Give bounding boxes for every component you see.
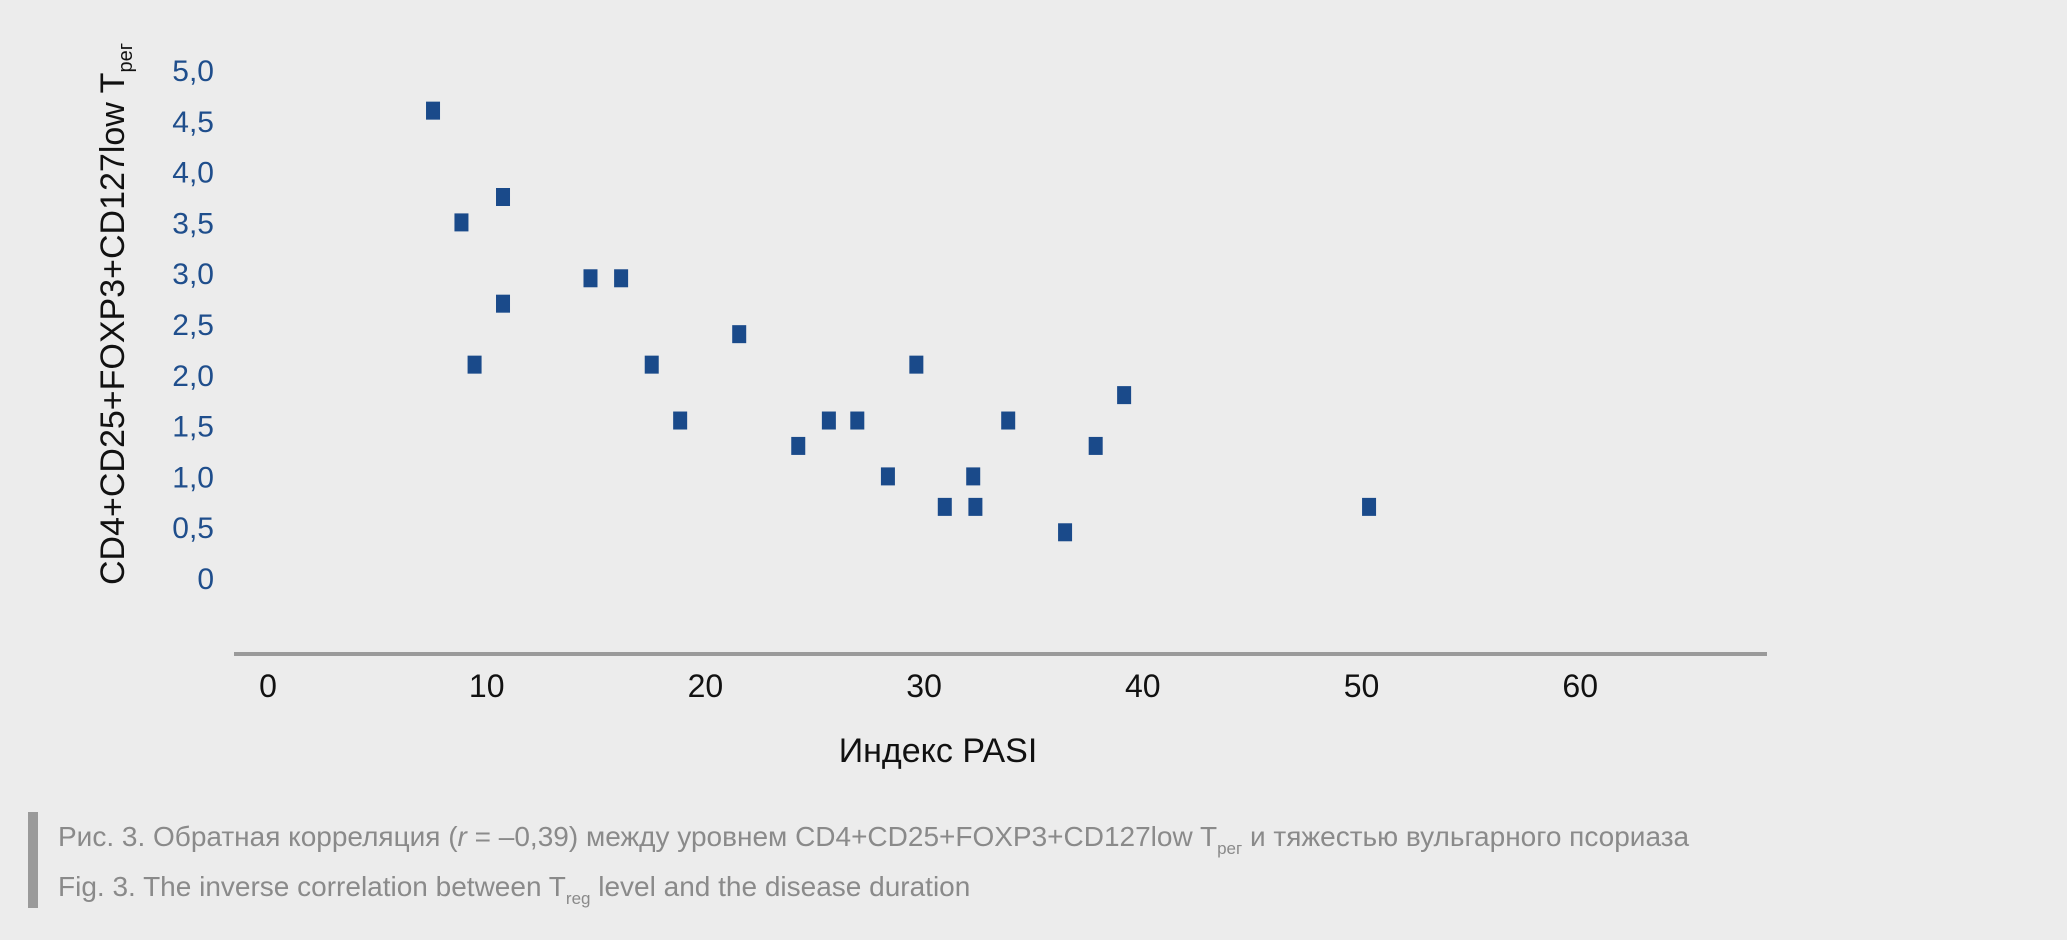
figure-caption: Рис. 3. Обратная корреляция (r = –0,39) … xyxy=(28,812,1858,908)
y-axis-title-sub: рег xyxy=(115,43,137,73)
caption-ru: Рис. 3. Обратная корреляция (r = –0,39) … xyxy=(58,812,1858,862)
y-tick-label: 1,0 xyxy=(172,461,214,494)
scatter-points xyxy=(426,101,1377,542)
data-point xyxy=(496,294,511,313)
caption-ru-part: Рис. 3. Обратная корреляция ( xyxy=(58,821,458,852)
caption-en-sub: reg xyxy=(565,889,591,908)
caption-en-part: Fig. 3. The inverse correlation between … xyxy=(58,871,566,902)
data-point xyxy=(880,467,895,486)
y-axis-ticks: 0 0,5 1,0 1,5 2,0 2,5 3,0 3,5 4,0 4,5 5,0 xyxy=(172,55,214,596)
data-point xyxy=(496,188,511,206)
data-point xyxy=(937,497,952,516)
y-tick-label: 3,0 xyxy=(172,258,214,291)
y-tick-label: 2,5 xyxy=(172,309,214,342)
caption-ru-part: и тяжестью вульгарного псориаза xyxy=(1242,821,1690,852)
caption-en: Fig. 3. The inverse correlation between … xyxy=(58,862,1858,912)
data-point xyxy=(1088,436,1103,455)
data-point xyxy=(821,411,836,430)
y-tick-label: 3,5 xyxy=(172,207,214,240)
x-axis-ticks: 0 10 20 30 40 50 60 xyxy=(259,668,1598,704)
x-tick-label: 10 xyxy=(469,668,505,704)
data-point xyxy=(1058,523,1073,542)
data-point xyxy=(1362,497,1377,516)
data-point xyxy=(614,269,629,288)
caption-ru-part: = –0,39) между уровнем CD4+CD25+FOXP3+CD… xyxy=(466,821,1218,852)
data-point xyxy=(426,101,441,120)
y-tick-label: 4,0 xyxy=(172,157,214,190)
data-point xyxy=(850,411,865,430)
data-point xyxy=(467,355,482,374)
x-tick-label: 30 xyxy=(906,668,942,704)
data-point xyxy=(732,325,747,344)
x-tick-label: 20 xyxy=(688,668,724,704)
caption-en-part: level and the disease duration xyxy=(590,871,971,902)
y-tick-label: 0,5 xyxy=(172,512,214,545)
x-tick-label: 40 xyxy=(1125,668,1161,704)
y-axis-title-main: CD4+CD25+FOXP3+CD127low T xyxy=(94,73,132,585)
data-point xyxy=(583,269,598,288)
x-axis-title: Индекс PASI xyxy=(839,732,1038,770)
data-point xyxy=(644,355,659,374)
caption-ru-r: r xyxy=(457,821,467,852)
data-point xyxy=(1001,411,1016,430)
x-tick-label: 0 xyxy=(259,668,277,704)
scatter-chart: 0 0,5 1,0 1,5 2,0 2,5 3,0 3,5 4,0 4,5 5,0 CD4+CD25… xyxy=(94,43,1767,770)
data-point xyxy=(968,497,983,516)
data-point xyxy=(909,355,924,374)
x-tick-label: 50 xyxy=(1344,668,1380,704)
y-tick-label: 4,5 xyxy=(172,106,214,139)
y-tick-label: 5,0 xyxy=(172,55,214,88)
y-tick-label: 2,0 xyxy=(172,360,214,393)
caption-ru-sub: рег xyxy=(1217,839,1243,858)
data-point xyxy=(791,436,806,455)
y-tick-label: 0 xyxy=(197,563,214,596)
data-point xyxy=(1117,386,1132,405)
y-axis-title: CD4+CD25+FOXP3+CD127low Tрег xyxy=(94,43,137,585)
x-tick-label: 60 xyxy=(1562,668,1598,704)
data-point xyxy=(673,411,688,430)
data-point xyxy=(966,467,981,486)
y-tick-label: 1,5 xyxy=(172,411,214,444)
data-point xyxy=(454,213,469,232)
